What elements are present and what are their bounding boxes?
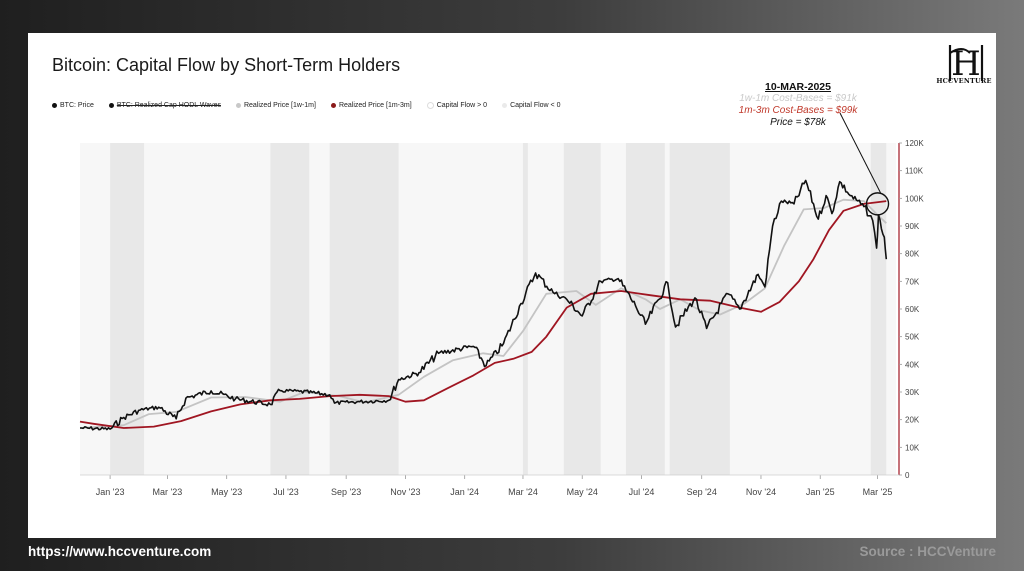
annotation-box: 10-MAR-2025 1w-1m Cost-Bases = $91k 1m-3…	[698, 81, 898, 129]
y-tick-label: 120K	[905, 139, 924, 148]
x-tick-label: Jul '23	[273, 487, 299, 497]
legend-label: Capital Flow > 0	[436, 101, 488, 109]
annotation-price: Price = $78k	[770, 117, 826, 128]
capital-flow-negative-band	[522, 143, 528, 475]
realized-price-1m-3m-line	[79, 200, 887, 429]
footer-source: Source : HCCVenture	[859, 544, 996, 559]
y-tick-label: 70K	[905, 277, 920, 286]
y-tick-label: 110K	[905, 167, 924, 176]
y-tick-label: 60K	[905, 305, 920, 314]
capital-flow-negative-band	[270, 143, 310, 475]
x-tick-label: Mar '24	[508, 487, 538, 497]
chart-title: Bitcoin: Capital Flow by Short-Term Hold…	[52, 55, 401, 75]
y-tick-label: 50K	[905, 333, 920, 342]
legend-label: BTC: Price	[60, 101, 94, 109]
legend-swatch	[426, 101, 434, 109]
legend-swatch	[235, 102, 241, 108]
annotation-date: 10-MAR-2025	[765, 81, 831, 93]
legend-label: Capital Flow < 0	[510, 101, 561, 109]
capital-flow-negative-band	[669, 143, 730, 475]
x-tick-label: Jul '24	[629, 487, 655, 497]
y-tick-label: 30K	[905, 388, 920, 397]
x-tick-label: Jan '23	[96, 487, 125, 497]
x-tick-label: Jan '24	[450, 487, 479, 497]
annotation-pointer	[839, 112, 881, 194]
x-tick-label: May '24	[567, 487, 598, 497]
y-tick-label: 0	[905, 471, 910, 480]
btc-price-line	[80, 179, 888, 431]
capital-flow-positive-band	[80, 143, 896, 475]
y-tick-label: 90K	[905, 222, 920, 231]
capital-flow-negative-band	[870, 143, 887, 475]
logo-text: HCCVENTURE	[936, 77, 992, 85]
legend-swatch	[330, 102, 336, 108]
annotation-1m3m: 1m-3m Cost-Bases = $99k	[738, 105, 858, 116]
x-tick-label: May '23	[211, 487, 242, 497]
legend-item[interactable]: BTC: Realized Cap HODL Waves	[108, 101, 221, 109]
legend-item[interactable]: Capital Flow > 0	[426, 101, 488, 109]
legend-label: Realized Price [1w-1m]	[243, 101, 316, 109]
x-tick-label: Jan '25	[806, 487, 835, 497]
legend-item[interactable]: Capital Flow < 0	[502, 102, 560, 109]
x-tick-label: Nov '24	[746, 487, 776, 497]
legend-label: Realized Price [1m-3m]	[338, 101, 412, 109]
y-tick-label: 10K	[905, 443, 920, 452]
chart-svg: 0 10K 20K 30K 40K 50K 60K 70K 80K 90K 100K 110K 120K…	[79, 112, 924, 497]
x-tick-label: Mar '25	[863, 487, 893, 497]
chart-card: 0 10K 20K 30K 40K 50K 60K 70K 80K 90K 100K 110K 120K…	[28, 33, 996, 538]
y-tick-label: 20K	[905, 416, 920, 425]
annotation-circle	[865, 192, 890, 216]
y-tick-label: 40K	[905, 360, 920, 369]
x-tick-label: Mar '23	[153, 487, 183, 497]
legend: BTC: Price BTC: Realized Cap HODL Waves Re…	[52, 99, 575, 111]
legend-swatch	[52, 102, 57, 108]
y-tick-label: 100K	[905, 194, 924, 203]
legend-item[interactable]: Realized Price [1w-1m]	[235, 101, 316, 109]
x-tick-label: Sep '23	[331, 487, 361, 497]
annotation-1w1m: 1w-1m Cost-Bases = $91k	[739, 93, 857, 104]
x-tick-label: Nov '23	[390, 487, 420, 497]
x-tick-label: Sep '24	[687, 487, 717, 497]
capital-flow-negative-band	[329, 143, 399, 475]
y-tick-label: 80K	[905, 250, 920, 259]
legend-item[interactable]: Realized Price [1m-3m]	[330, 101, 412, 109]
legend-label: BTC: Realized Cap HODL Waves	[116, 101, 221, 109]
legend-swatch	[502, 102, 508, 108]
capital-flow-negative-band	[563, 143, 601, 475]
legend-item[interactable]: BTC: Price	[52, 102, 94, 109]
footer-url[interactable]: https://www.hccventure.com	[28, 544, 212, 559]
hccventure-logo: H	[948, 44, 984, 84]
realized-price-1w-1m-line	[79, 198, 887, 429]
legend-swatch	[108, 102, 114, 108]
